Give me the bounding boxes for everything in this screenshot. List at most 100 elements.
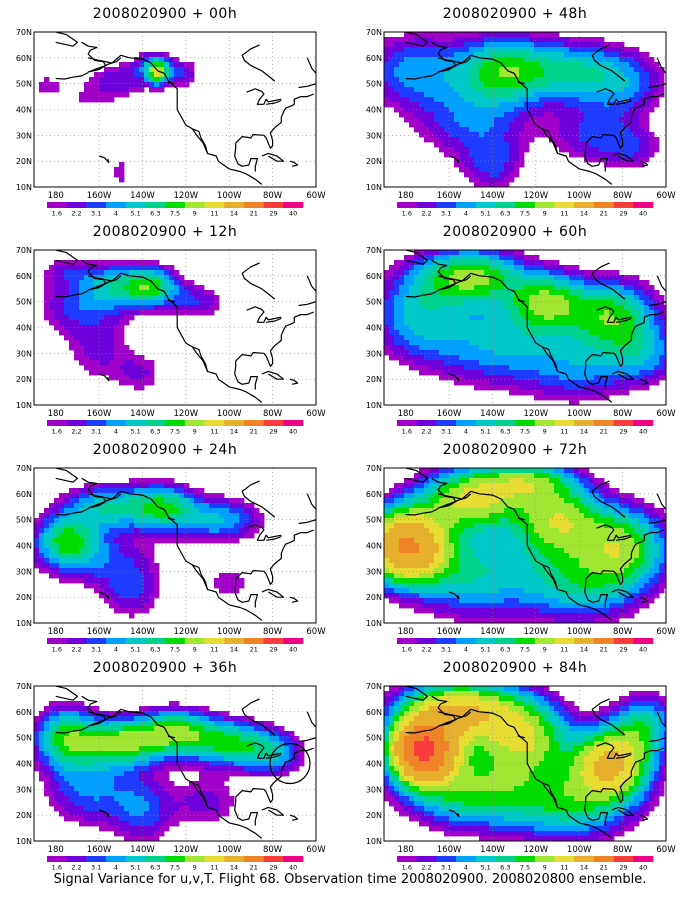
field-cell xyxy=(409,82,415,88)
y-tick-label: 20N xyxy=(366,157,382,166)
field-cell xyxy=(409,275,415,281)
field-cell xyxy=(599,365,605,371)
field-cell xyxy=(489,102,495,108)
field-cell xyxy=(69,573,75,579)
field-cell xyxy=(144,513,150,519)
field-cell xyxy=(469,380,475,386)
field-cell xyxy=(494,37,500,43)
field-cell xyxy=(144,290,150,296)
field-cell xyxy=(84,493,90,499)
field-cell xyxy=(504,32,510,38)
field-cell xyxy=(474,112,480,118)
field-cell xyxy=(659,87,665,93)
field-cell xyxy=(524,350,530,356)
field-cell xyxy=(594,67,600,73)
field-cell xyxy=(579,142,585,148)
field-cell xyxy=(389,508,395,514)
field-cell xyxy=(444,518,450,524)
field-cell xyxy=(159,62,165,68)
field-cell xyxy=(139,375,145,381)
field-cell xyxy=(444,300,450,306)
field-cell xyxy=(129,533,135,539)
field-cell xyxy=(424,137,430,143)
field-cell xyxy=(119,360,125,366)
field-cell xyxy=(454,152,460,158)
field-cell xyxy=(419,533,425,539)
field-cell xyxy=(594,340,600,346)
field-cell xyxy=(149,563,155,569)
x-tick-label: 160W xyxy=(437,409,462,419)
field-cell xyxy=(549,57,555,63)
field-cell xyxy=(654,350,660,356)
field-cell xyxy=(519,77,525,83)
field-cell xyxy=(424,345,430,351)
field-cell xyxy=(384,340,390,346)
field-cell xyxy=(459,380,465,386)
field-cell xyxy=(459,603,465,609)
field-cell xyxy=(534,57,540,63)
field-cell xyxy=(519,360,525,366)
field-cell xyxy=(459,280,465,286)
field-cell xyxy=(99,365,105,371)
field-cell xyxy=(464,67,470,73)
field-cell xyxy=(79,518,85,524)
field-cell xyxy=(624,280,630,286)
colorbar-label: 14 xyxy=(580,428,588,435)
x-tick-label: 160W xyxy=(87,409,112,419)
field-cell xyxy=(434,315,440,321)
colorbar-label: 14 xyxy=(580,210,588,217)
field-cell xyxy=(569,67,575,73)
field-cell xyxy=(544,42,550,48)
field-cell xyxy=(449,77,455,83)
field-cell xyxy=(514,32,520,38)
field-cell xyxy=(214,295,220,301)
field-cell xyxy=(124,523,130,529)
colorbar-label: 4 xyxy=(114,428,118,435)
field-cell xyxy=(569,137,575,143)
coastline xyxy=(431,259,472,291)
x-tick-label: 60W xyxy=(656,409,676,419)
field-cell xyxy=(489,315,495,321)
field-cell xyxy=(474,270,480,276)
field-cell xyxy=(129,508,135,514)
field-cell xyxy=(429,270,435,276)
field-cell xyxy=(179,305,185,311)
field-cell xyxy=(419,260,425,266)
field-cell xyxy=(199,533,205,539)
field-cell xyxy=(69,295,75,301)
field-cell xyxy=(539,132,545,138)
field-cell xyxy=(609,375,615,381)
field-cell xyxy=(534,375,540,381)
field-cell xyxy=(569,365,575,371)
field-cell xyxy=(434,360,440,366)
colorbar-swatch xyxy=(263,638,284,644)
field-cell xyxy=(624,47,630,53)
field-cell xyxy=(529,300,535,306)
field-cell xyxy=(444,568,450,574)
field-cell xyxy=(574,390,580,396)
field-cell xyxy=(419,528,425,534)
field-cell xyxy=(99,260,105,266)
field-cell xyxy=(599,315,605,321)
field-cell xyxy=(139,260,145,266)
field-cell xyxy=(489,250,495,256)
field-cell xyxy=(619,310,625,316)
field-cell xyxy=(559,360,565,366)
field-cell xyxy=(634,280,640,286)
colorbar-label: 21 xyxy=(250,428,258,435)
field-cell xyxy=(589,375,595,381)
field-cell xyxy=(134,72,140,78)
field-cell xyxy=(229,583,235,589)
field-cell xyxy=(44,528,50,534)
field-cell xyxy=(469,72,475,78)
field-cell xyxy=(89,558,95,564)
field-cell xyxy=(424,132,430,138)
field-cell xyxy=(124,488,130,494)
field-cell xyxy=(464,360,470,366)
field-cell xyxy=(419,67,425,73)
field-cell xyxy=(149,548,155,554)
field-cell xyxy=(494,280,500,286)
field-cell xyxy=(204,528,210,534)
field-cell xyxy=(84,558,90,564)
